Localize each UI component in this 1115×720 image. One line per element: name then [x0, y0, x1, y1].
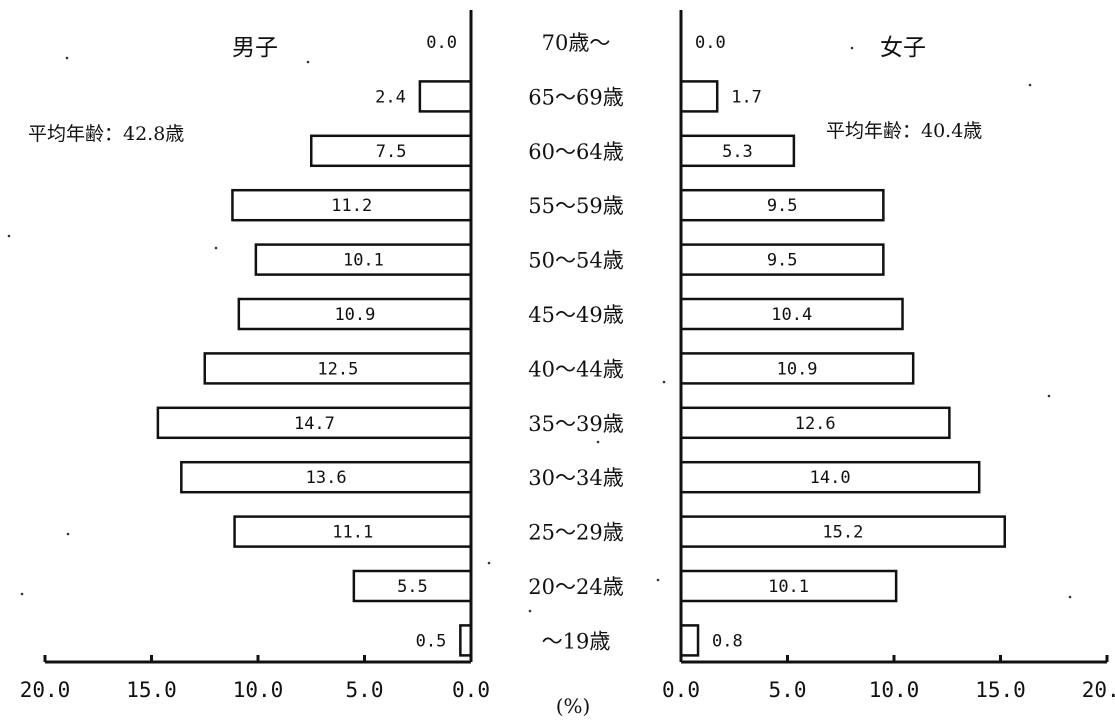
female-tick-label: 5.0 — [769, 678, 807, 702]
male-bar-row-3 — [231, 188, 473, 222]
age-category-label: 35〜39歳 — [528, 412, 623, 436]
bars-layer — [156, 80, 1007, 657]
female-tick-label: 10.0 — [869, 678, 920, 702]
female-value-label: 0.8 — [712, 631, 743, 651]
age-category-label: 30〜34歳 — [528, 466, 623, 490]
male-bar-row-5 — [237, 297, 473, 331]
male-value-label: 10.9 — [334, 305, 375, 325]
female-bar-row-2 — [679, 134, 796, 168]
male-value-label: 13.6 — [306, 468, 347, 488]
female-tick-label: 20.0 — [1082, 678, 1115, 702]
female-value-label: 15.2 — [822, 523, 863, 543]
female-value-label: 9.5 — [767, 251, 798, 271]
female-bar-row-6 — [679, 352, 915, 385]
female-bar-row-1 — [679, 80, 719, 113]
male-value-label: 0.0 — [426, 33, 457, 53]
male-tick-label: 15.0 — [126, 678, 177, 702]
male-tick-label: 0.0 — [452, 678, 490, 702]
male-value-label: 2.4 — [375, 87, 406, 107]
male-tick-label: 5.0 — [346, 678, 384, 702]
age-category-label: 40〜44歳 — [528, 357, 623, 381]
male-bar-row-11 — [459, 624, 473, 657]
female-value-label: 9.5 — [767, 196, 798, 216]
male-tick-label: 20.0 — [20, 678, 71, 702]
age-category-label: 65〜69歳 — [528, 85, 623, 109]
female-value-label: 1.7 — [731, 87, 762, 107]
male-bar-row-9 — [233, 515, 473, 548]
male-series-title: 男子 — [232, 35, 278, 61]
male-value-label: 7.5 — [376, 142, 407, 162]
female-value-label: 10.1 — [768, 577, 809, 597]
male-average-age: 平均年齢：42.8歳 — [28, 123, 184, 145]
male-bar-row-10 — [352, 569, 473, 603]
female-value-label: 10.4 — [771, 305, 812, 325]
female-tick-label: 0.0 — [662, 678, 700, 702]
male-value-label: 0.5 — [416, 631, 447, 651]
female-value-label: 5.3 — [722, 142, 753, 162]
female-tick-label: 15.0 — [975, 678, 1026, 702]
male-value-label: 5.5 — [397, 577, 428, 597]
female-value-label: 0.0 — [695, 33, 726, 53]
male-value-label: 11.2 — [331, 196, 372, 216]
female-bar-row-11 — [679, 624, 700, 657]
age-category-label: 70歳〜 — [542, 31, 611, 55]
female-series-title: 女子 — [880, 35, 926, 61]
age-category-label: 55〜59歳 — [528, 194, 623, 218]
male-bar-row-1 — [418, 80, 473, 113]
female-bar-row-10 — [679, 569, 898, 603]
male-bar-row-2 — [310, 134, 473, 168]
age-category-label: 45〜49歳 — [528, 303, 623, 327]
male-bar-row-7 — [156, 406, 473, 440]
age-category-label: 25〜29歳 — [528, 521, 623, 545]
female-value-label: 12.6 — [795, 414, 836, 434]
male-value-label: 11.1 — [332, 523, 373, 543]
age-category-label: 60〜64歳 — [528, 140, 623, 164]
labels-layer: 0.0 0.0 70歳〜 2.4 1.7 65〜69歳 7.5 5.3 60〜64歳 11.2 9.… — [294, 31, 863, 653]
female-value-label: 10.9 — [777, 359, 818, 379]
unit-label: (%) — [556, 694, 591, 718]
female-value-label: 14.0 — [810, 468, 851, 488]
male-bar-row-4 — [254, 243, 473, 276]
female-average-age: 平均年齢：40.4歳 — [826, 120, 982, 142]
scan-specks — [7, 46, 1072, 613]
male-tick-label: 10.0 — [233, 678, 284, 702]
axes-layer: 20.0 15.0 10.0 5.0 0.0 0.0 5.0 10.0 15.0 20.0 — [20, 10, 1115, 702]
age-category-label: 20〜24歳 — [528, 575, 623, 599]
female-bar-row-7 — [679, 406, 951, 440]
age-category-label: 50〜54歳 — [528, 249, 623, 273]
male-value-label: 12.5 — [317, 359, 358, 379]
male-value-label: 10.1 — [343, 251, 384, 271]
male-value-label: 14.7 — [294, 414, 335, 434]
age-category-label: 〜19歳 — [542, 629, 611, 653]
